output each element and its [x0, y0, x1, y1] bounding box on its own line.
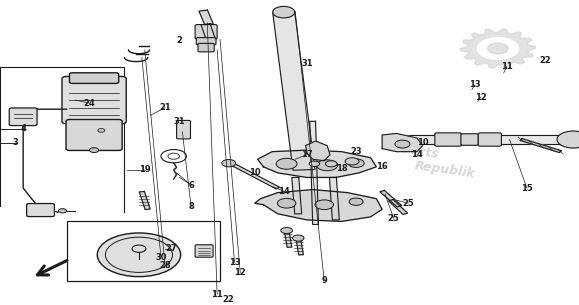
Text: 8: 8: [188, 202, 194, 211]
Bar: [67, 221, 220, 281]
Circle shape: [345, 158, 359, 165]
Text: 10: 10: [249, 168, 261, 178]
FancyBboxPatch shape: [9, 108, 37, 126]
Circle shape: [309, 161, 320, 167]
FancyBboxPatch shape: [62, 77, 126, 124]
FancyBboxPatch shape: [196, 38, 216, 45]
Polygon shape: [201, 24, 216, 41]
Text: 17: 17: [301, 150, 313, 159]
Text: 12: 12: [234, 268, 246, 278]
Text: 9: 9: [321, 276, 327, 285]
Polygon shape: [273, 12, 315, 170]
Text: Parts: Parts: [402, 143, 440, 161]
FancyBboxPatch shape: [195, 245, 213, 257]
Text: 13: 13: [229, 258, 240, 267]
Text: 22: 22: [540, 56, 551, 65]
Circle shape: [277, 198, 296, 208]
Circle shape: [557, 131, 579, 148]
FancyBboxPatch shape: [177, 120, 190, 139]
Text: 27: 27: [165, 244, 177, 253]
Text: 31: 31: [301, 59, 313, 68]
Text: 15: 15: [521, 184, 533, 192]
Polygon shape: [380, 190, 402, 207]
Text: 12: 12: [475, 92, 486, 102]
Text: 19: 19: [139, 165, 151, 174]
Text: 21: 21: [159, 103, 171, 112]
Circle shape: [58, 209, 67, 213]
FancyBboxPatch shape: [69, 73, 119, 83]
Circle shape: [317, 160, 338, 171]
Text: 25: 25: [388, 214, 400, 223]
Text: 13: 13: [469, 81, 481, 89]
Text: 16: 16: [376, 162, 388, 171]
Circle shape: [276, 158, 297, 169]
FancyBboxPatch shape: [198, 43, 214, 52]
Text: 3: 3: [13, 138, 19, 147]
Text: 23: 23: [350, 147, 362, 156]
Circle shape: [281, 228, 292, 234]
Polygon shape: [400, 135, 573, 144]
Text: 2: 2: [177, 37, 182, 45]
FancyBboxPatch shape: [66, 120, 122, 150]
Polygon shape: [284, 230, 292, 247]
Text: 30: 30: [155, 253, 167, 262]
Polygon shape: [292, 178, 302, 214]
Polygon shape: [460, 29, 536, 68]
Polygon shape: [389, 199, 408, 214]
Polygon shape: [306, 141, 330, 161]
Polygon shape: [258, 150, 376, 178]
Polygon shape: [296, 238, 303, 255]
Text: 28: 28: [159, 261, 171, 270]
Circle shape: [98, 129, 105, 132]
Text: 4: 4: [20, 124, 26, 133]
FancyBboxPatch shape: [478, 133, 501, 146]
Polygon shape: [329, 178, 339, 220]
Circle shape: [315, 200, 334, 210]
Text: 22: 22: [223, 295, 234, 304]
Text: 14: 14: [411, 150, 423, 159]
Text: 10: 10: [417, 138, 428, 147]
FancyBboxPatch shape: [435, 133, 461, 146]
Text: 11: 11: [501, 62, 512, 71]
Polygon shape: [382, 134, 423, 152]
Circle shape: [292, 235, 304, 241]
Text: 25: 25: [402, 199, 414, 208]
Polygon shape: [140, 192, 150, 210]
Circle shape: [488, 43, 508, 54]
Text: 24: 24: [84, 99, 96, 108]
Circle shape: [349, 198, 363, 205]
Text: Republik: Republik: [414, 159, 477, 181]
Text: 31: 31: [174, 117, 185, 126]
Circle shape: [325, 161, 337, 167]
Text: 18: 18: [336, 164, 347, 173]
Circle shape: [395, 140, 410, 148]
Polygon shape: [199, 10, 213, 25]
Circle shape: [273, 6, 295, 18]
Polygon shape: [255, 190, 382, 221]
Text: 14: 14: [278, 187, 290, 196]
Text: 6: 6: [188, 181, 194, 189]
Polygon shape: [520, 138, 562, 152]
Polygon shape: [230, 163, 280, 189]
Circle shape: [222, 160, 236, 167]
FancyBboxPatch shape: [461, 134, 478, 145]
Circle shape: [477, 38, 519, 59]
Text: 11: 11: [211, 290, 223, 299]
Circle shape: [97, 233, 181, 277]
Circle shape: [348, 159, 364, 167]
FancyBboxPatch shape: [195, 25, 217, 39]
Polygon shape: [310, 121, 318, 224]
Circle shape: [89, 148, 99, 152]
FancyBboxPatch shape: [27, 203, 54, 217]
